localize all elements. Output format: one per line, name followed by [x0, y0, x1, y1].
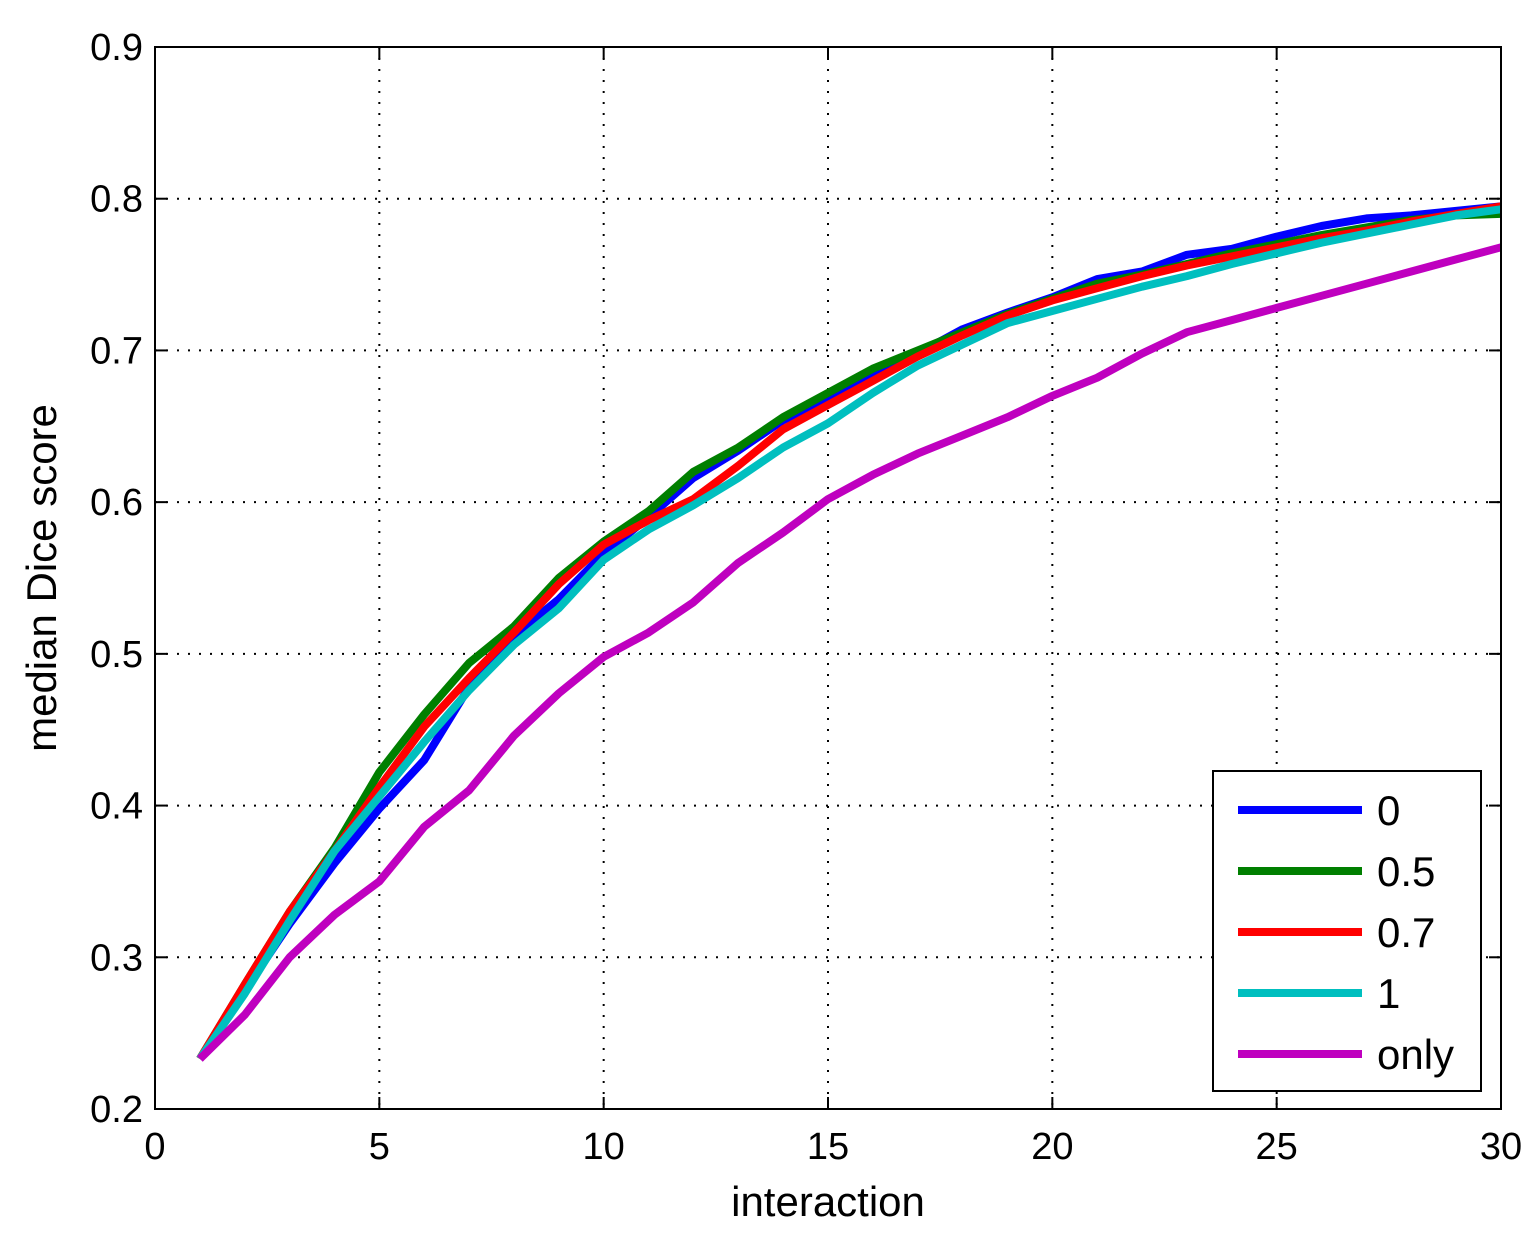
y-tick-label: 0.5 [90, 634, 143, 676]
y-tick-label: 0.7 [90, 330, 143, 372]
y-tick-label: 0.9 [90, 27, 143, 69]
x-tick-label: 0 [144, 1126, 165, 1168]
legend-item: 0.7 [1238, 909, 1435, 956]
legend-label: 1 [1377, 970, 1400, 1017]
axis-ticks [154, 46, 1502, 1110]
y-tick-label: 0.3 [90, 937, 143, 979]
x-tick-label: 10 [583, 1126, 625, 1168]
series-line-4 [197, 243, 1503, 1062]
series-line-2 [196, 202, 1502, 1061]
legend-item: 0 [1238, 787, 1400, 834]
legend-label: 0.7 [1377, 909, 1435, 956]
y-tick-label: 0.2 [90, 1089, 143, 1131]
x-tick-label: 5 [369, 1126, 390, 1168]
x-tick-label: 25 [1256, 1126, 1298, 1168]
x-tick-label: 20 [1031, 1126, 1073, 1168]
legend-label: 0.5 [1377, 848, 1435, 895]
y-tick-label: 0.6 [90, 482, 143, 524]
legend-items: 0 0.5 0.7 1 only [1238, 787, 1454, 1078]
legend-item: 1 [1238, 970, 1400, 1017]
x-axis-label: interaction [731, 1178, 925, 1225]
legend-item: 0.5 [1238, 848, 1435, 895]
series-lines [196, 202, 1503, 1062]
x-tick-label: 30 [1480, 1126, 1522, 1168]
series-line-0 [196, 202, 1502, 1062]
y-axis-label: median Dice score [18, 404, 65, 752]
y-tick-label: 0.4 [90, 786, 143, 828]
legend: 0 0.5 0.7 1 only [1212, 770, 1482, 1092]
legend-item: only [1238, 1031, 1454, 1078]
legend-label: 0 [1377, 787, 1400, 834]
y-tick-label: 0.8 [90, 179, 143, 221]
series-line-3 [196, 205, 1502, 1062]
legend-label: only [1377, 1031, 1454, 1078]
x-tick-label: 15 [807, 1126, 849, 1168]
axis-tick-labels: 0 5 10 15 20 25 300.20.30.40.50.60.70.80.9 [90, 27, 1522, 1168]
